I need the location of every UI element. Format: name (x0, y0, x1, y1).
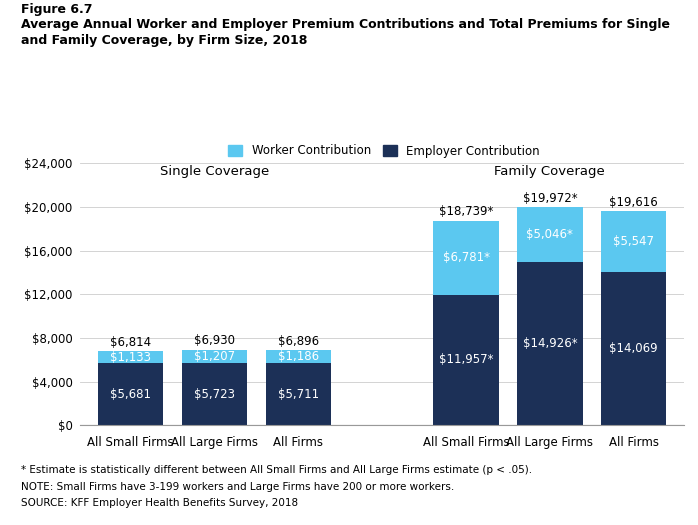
Bar (517, 207, 583, 262)
Text: $5,547: $5,547 (614, 235, 654, 248)
Text: $14,069: $14,069 (609, 342, 658, 355)
Text: and Family Coverage, by Firm Size, 2018: and Family Coverage, by Firm Size, 2018 (21, 34, 307, 47)
Text: $6,896: $6,896 (278, 335, 319, 348)
Text: Single Coverage: Single Coverage (160, 165, 269, 178)
Text: $18,739*: $18,739* (439, 205, 493, 218)
Bar (98, 351, 163, 363)
Bar (266, 350, 331, 363)
Text: Average Annual Worker and Employer Premium Contributions and Total Premiums for : Average Annual Worker and Employer Premi… (21, 18, 670, 31)
Text: $19,616: $19,616 (609, 196, 658, 209)
Bar (266, 363, 331, 425)
Text: $6,781*: $6,781* (443, 251, 489, 264)
Text: $6,814: $6,814 (110, 335, 151, 349)
Bar (517, 262, 583, 425)
Bar (181, 363, 247, 425)
Text: * Estimate is statistically different between All Small Firms and All Large Firm: * Estimate is statistically different be… (21, 465, 532, 475)
Text: NOTE: Small Firms have 3-199 workers and Large Firms have 200 or more workers.: NOTE: Small Firms have 3-199 workers and… (21, 482, 454, 492)
Bar (601, 271, 667, 425)
Text: $5,046*: $5,046* (526, 228, 573, 241)
Text: $19,972*: $19,972* (523, 192, 577, 205)
Text: $5,711: $5,711 (278, 387, 319, 401)
Text: SOURCE: KFF Employer Health Benefits Survey, 2018: SOURCE: KFF Employer Health Benefits Sur… (21, 498, 298, 508)
Text: $1,207: $1,207 (194, 350, 235, 363)
Text: Figure 6.7: Figure 6.7 (21, 3, 92, 16)
Bar (98, 363, 163, 425)
Text: $14,926*: $14,926* (523, 337, 577, 350)
Text: $11,957*: $11,957* (439, 353, 493, 366)
Text: $1,186: $1,186 (278, 350, 319, 363)
Bar (433, 220, 498, 295)
Legend: Worker Contribution, Employer Contribution: Worker Contribution, Employer Contributi… (223, 140, 544, 162)
Text: Family Coverage: Family Coverage (494, 165, 605, 178)
Bar (181, 350, 247, 363)
Text: $6,930: $6,930 (194, 334, 235, 348)
Text: $5,723: $5,723 (194, 387, 235, 401)
Bar (433, 295, 498, 425)
Text: $1,133: $1,133 (110, 351, 151, 363)
Text: $5,681: $5,681 (110, 388, 151, 401)
Bar (601, 211, 667, 271)
